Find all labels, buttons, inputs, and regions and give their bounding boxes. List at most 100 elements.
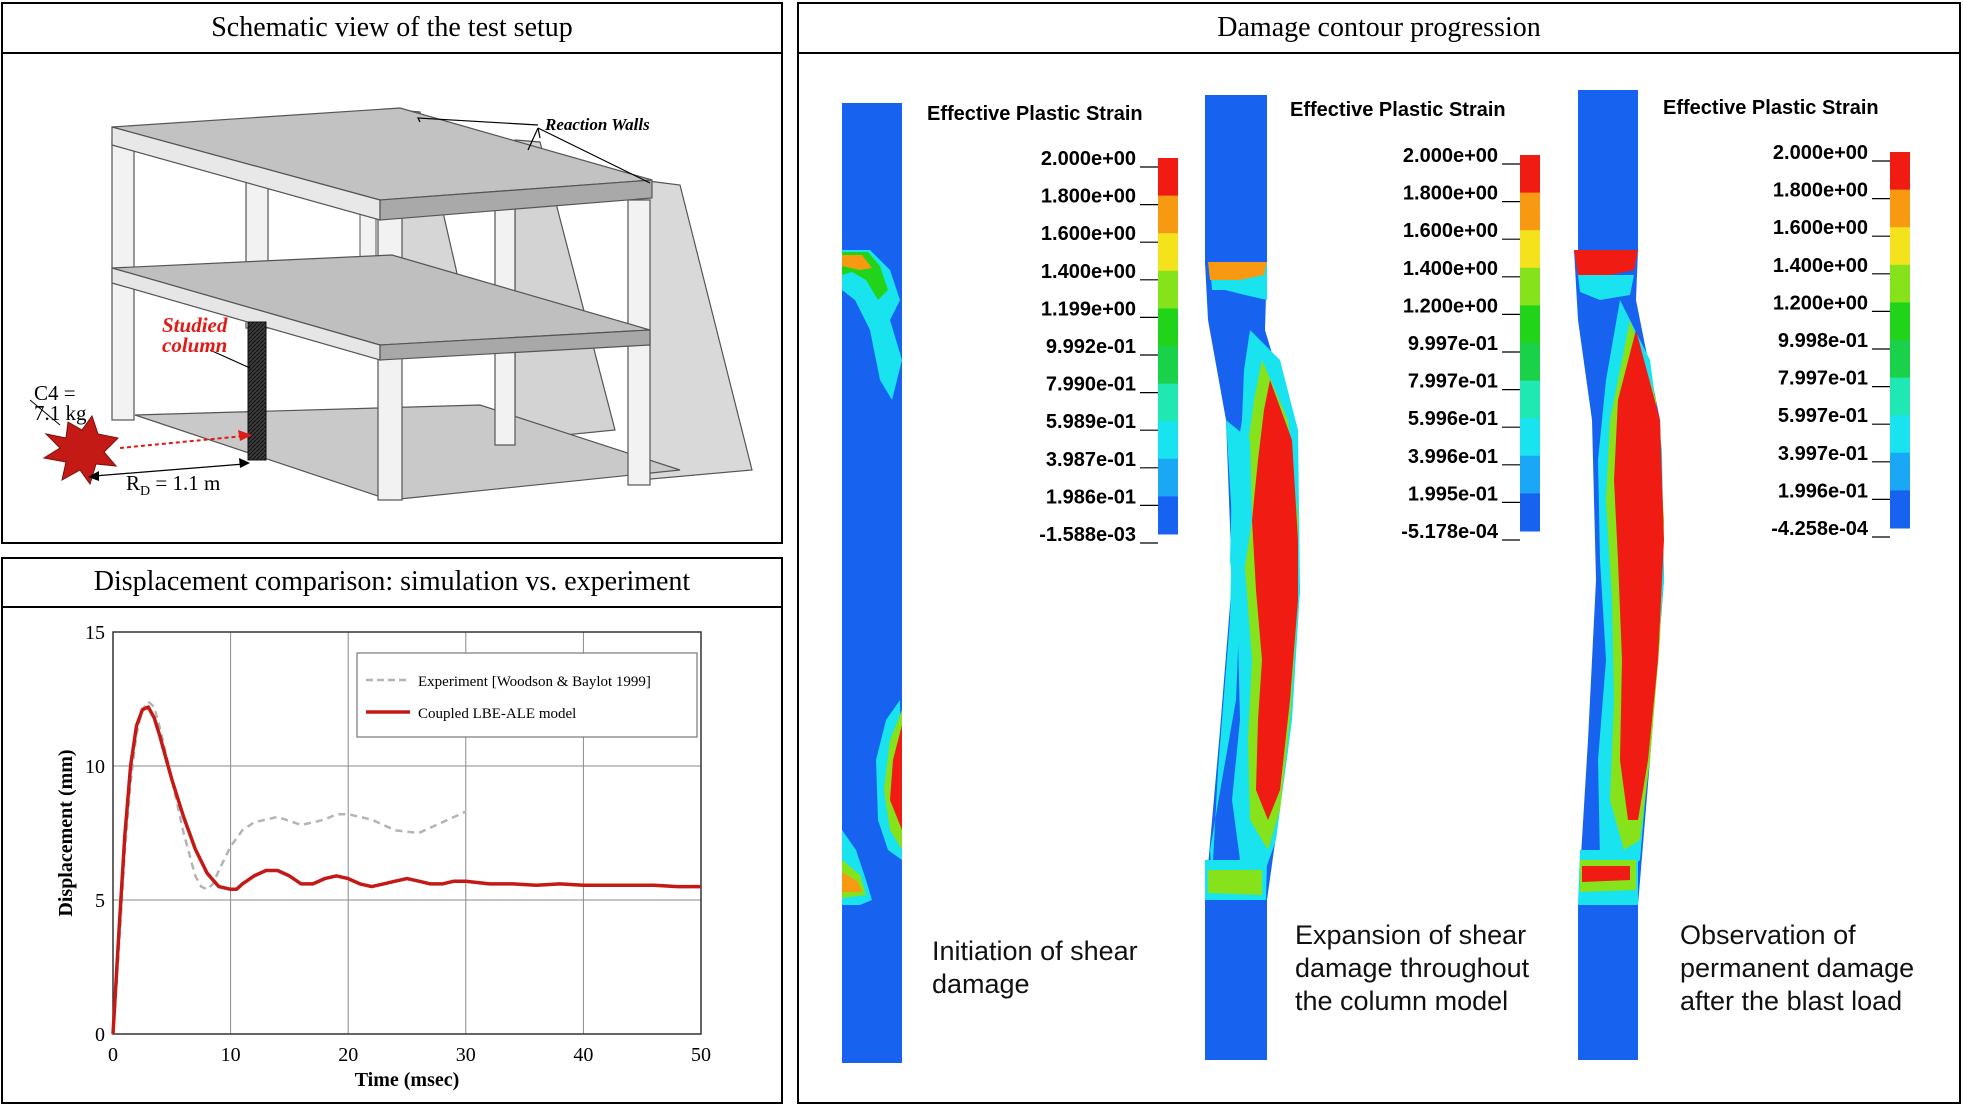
legend-color-band xyxy=(1158,383,1178,422)
legend-value: -5.178e-04 xyxy=(1401,521,1499,543)
legend-value: 3.996e-01 xyxy=(1408,446,1498,468)
legend-value: 1.600e+00 xyxy=(1773,217,1868,239)
caption-3-line: permanent damage xyxy=(1680,953,1914,983)
legend-color-band xyxy=(1520,418,1540,457)
reaction-walls-leader xyxy=(416,117,539,126)
legend-value: 2.000e+00 xyxy=(1773,142,1868,164)
legend-color-band xyxy=(1890,152,1910,191)
legend-color-band xyxy=(1890,302,1910,341)
damage-legend-3: Effective Plastic Strain 2.000e+00 1.800e+… xyxy=(1663,97,1910,540)
legend-color-band xyxy=(1520,192,1540,231)
legend-color-band xyxy=(1158,308,1178,347)
displacement-panel: Displacement comparison: simulation vs. … xyxy=(1,557,783,1104)
legend-value: 1.995e-01 xyxy=(1408,483,1498,505)
legend-color-band xyxy=(1520,493,1540,532)
y-tick-label: 5 xyxy=(95,890,105,912)
legend-color-band xyxy=(1520,230,1540,269)
legend-color-band xyxy=(1520,343,1540,382)
legend-color-band xyxy=(1890,227,1910,266)
legend-value: 1.600e+00 xyxy=(1041,223,1136,245)
legend-color-band xyxy=(1520,267,1540,306)
studied-column xyxy=(247,321,267,461)
caption-1-line: damage xyxy=(932,969,1030,999)
roof-slab-side xyxy=(379,179,653,221)
legend-value: 1.400e+00 xyxy=(1403,258,1498,280)
x-tick-label: 20 xyxy=(338,1044,358,1066)
legend-label: Experiment [Woodson & Baylot 1999] xyxy=(418,674,651,690)
legend-value: 1.800e+00 xyxy=(1403,183,1498,205)
x-tick-label: 40 xyxy=(573,1044,593,1066)
caption-3-line: after the blast load xyxy=(1680,986,1902,1016)
damage-panel-title: Damage contour progression xyxy=(1217,12,1540,43)
legend-color-band xyxy=(1520,305,1540,344)
legend-color-band xyxy=(1158,346,1178,385)
legend-value: 1.996e-01 xyxy=(1778,480,1868,502)
reaction-walls-label: Reaction Walls xyxy=(544,115,650,134)
legend-color-band xyxy=(1890,189,1910,228)
legend-value: 1.200e+00 xyxy=(1773,292,1868,314)
column-model-1 xyxy=(842,103,902,1063)
caption-3-line: Observation of xyxy=(1680,920,1856,950)
legend-value: 1.199e+00 xyxy=(1041,298,1136,320)
x-axis-label: Time (msec) xyxy=(355,1069,460,1091)
damage-legend-1: Effective Plastic Strain 2.000e+00 1.800e+… xyxy=(927,103,1178,546)
legend-value: 2.000e+00 xyxy=(1403,145,1498,167)
model-series-line xyxy=(111,705,701,1035)
legend-value: 5.997e-01 xyxy=(1778,405,1868,427)
legend-color-band xyxy=(1890,415,1910,454)
legend-value: 2.000e+00 xyxy=(1041,148,1136,170)
legend-value: 1.400e+00 xyxy=(1773,255,1868,277)
legend-value: -4.258e-04 xyxy=(1771,518,1869,540)
legend-color-band xyxy=(1158,458,1178,497)
legend-value: 9.992e-01 xyxy=(1046,336,1136,358)
displacement-panel-title: Displacement comparison: simulation vs. … xyxy=(94,566,691,597)
legend-value: 1.600e+00 xyxy=(1403,220,1498,242)
caption-1: Initiation of shear damage xyxy=(932,936,1138,999)
legend-value: 7.997e-01 xyxy=(1778,368,1868,390)
charge-label-2: 7.1 kg xyxy=(34,401,87,425)
caption-1-line: Initiation of shear xyxy=(932,936,1138,966)
x-tick-label: 0 xyxy=(108,1044,118,1066)
caption-2-line: the column model xyxy=(1295,986,1508,1016)
y-axis-label: Displacement (mm) xyxy=(55,749,77,916)
setup-panel: Schematic view of the test setup xyxy=(1,2,783,544)
legend-value: 3.987e-01 xyxy=(1046,449,1136,471)
legend-color-band xyxy=(1520,455,1540,494)
legend-title: Effective Plastic Strain xyxy=(927,103,1143,125)
legend-value: 1.800e+00 xyxy=(1041,186,1136,208)
legend-color-band xyxy=(1520,155,1540,194)
legend-value: -1.588e-03 xyxy=(1039,524,1136,546)
caption-2: Expansion of shear damage throughout the… xyxy=(1295,920,1530,1016)
legend-value: 5.989e-01 xyxy=(1046,411,1136,433)
x-tick-label: 10 xyxy=(221,1044,241,1066)
legend-color-band xyxy=(1158,496,1178,535)
legend-color-band xyxy=(1890,264,1910,303)
studied-column-label-2: column xyxy=(162,333,227,357)
legend-color-band xyxy=(1890,340,1910,379)
column-model-3 xyxy=(1574,90,1664,1060)
legend-title: Effective Plastic Strain xyxy=(1290,99,1506,121)
ground-slab xyxy=(134,404,681,501)
legend-value: 9.998e-01 xyxy=(1778,330,1868,352)
studied-column-label: Studied xyxy=(162,313,228,337)
legend-color-band xyxy=(1158,158,1178,197)
legend-value: 9.997e-01 xyxy=(1408,333,1498,355)
legend-color-band xyxy=(1890,490,1910,529)
blast-burst-icon xyxy=(42,414,120,486)
legend-color-band xyxy=(1158,195,1178,234)
damage-legends: Effective Plastic Strain 2.000e+00 1.800e+… xyxy=(927,97,1910,546)
legend-value: 5.996e-01 xyxy=(1408,408,1498,430)
legend-color-band xyxy=(1158,270,1178,309)
studied-column-leader xyxy=(209,349,251,369)
middle-slab-side xyxy=(379,329,651,361)
legend-color-band xyxy=(1890,377,1910,416)
damage-panel: Damage contour progression xyxy=(797,2,1961,1104)
damage-legend-2: Effective Plastic Strain 2.000e+00 1.800e+… xyxy=(1290,99,1540,543)
legend-value: 1.800e+00 xyxy=(1773,180,1868,202)
legend-value: 1.986e-01 xyxy=(1046,486,1136,508)
charge-label: C4 = xyxy=(34,381,76,405)
standoff-label: RD = 1.1 m xyxy=(126,471,220,499)
legend-value: 1.400e+00 xyxy=(1041,261,1136,283)
caption-3: Observation of permanent damage after th… xyxy=(1680,920,1914,1016)
